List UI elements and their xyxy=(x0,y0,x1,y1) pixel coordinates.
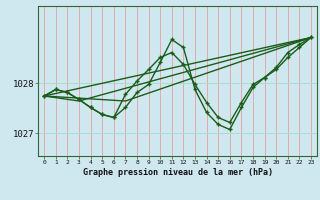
X-axis label: Graphe pression niveau de la mer (hPa): Graphe pression niveau de la mer (hPa) xyxy=(83,168,273,177)
